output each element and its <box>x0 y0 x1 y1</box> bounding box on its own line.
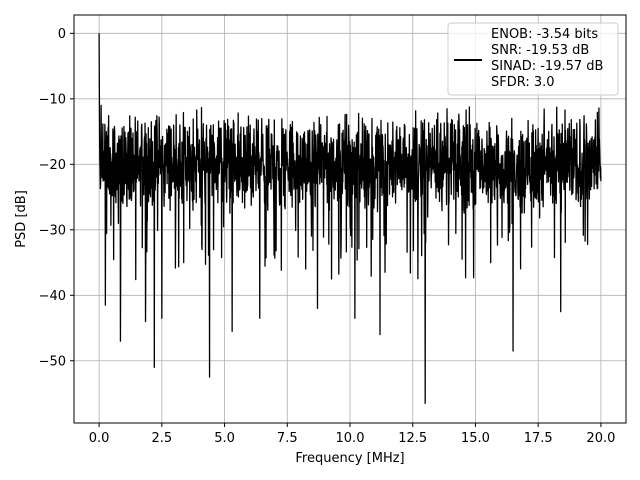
y-tick-label: −40 <box>39 289 66 304</box>
legend-entry: SFDR: 3.0 <box>491 75 555 90</box>
legend-entry: ENOB: -3.54 bits <box>491 27 598 42</box>
x-tick-label: 15.0 <box>461 431 490 446</box>
series-layer <box>98 33 602 404</box>
x-tick-label: 5.0 <box>214 431 235 446</box>
x-tick-label: 17.5 <box>524 431 553 446</box>
legend-entry: SNR: -19.53 dB <box>491 43 589 58</box>
y-axis-label: PSD [dB] <box>14 190 29 248</box>
x-tick-label: 7.5 <box>277 431 298 446</box>
y-tick-label: −50 <box>39 354 66 369</box>
legend-entry: SINAD: -19.57 dB <box>491 59 603 74</box>
x-tick-label: 10.0 <box>336 431 365 446</box>
x-tick-label: 20.0 <box>586 431 615 446</box>
x-tick-label: 0.0 <box>89 431 110 446</box>
y-tick-label: −20 <box>39 158 66 173</box>
psd-series-line <box>98 33 602 404</box>
x-axis-label: Frequency [MHz] <box>295 451 404 466</box>
y-tick-label: −10 <box>39 92 66 107</box>
y-tick-label: 0 <box>58 27 66 42</box>
x-tick-label: 12.5 <box>398 431 427 446</box>
ticks: 0.0 2.5 5.0 7.5 10.0 12.5 15.0 17.5 20.0 0 −10 −20 −… <box>39 27 616 446</box>
y-tick-label: −30 <box>39 223 66 238</box>
legend-box <box>447 22 619 96</box>
x-tick-label: 2.5 <box>151 431 172 446</box>
